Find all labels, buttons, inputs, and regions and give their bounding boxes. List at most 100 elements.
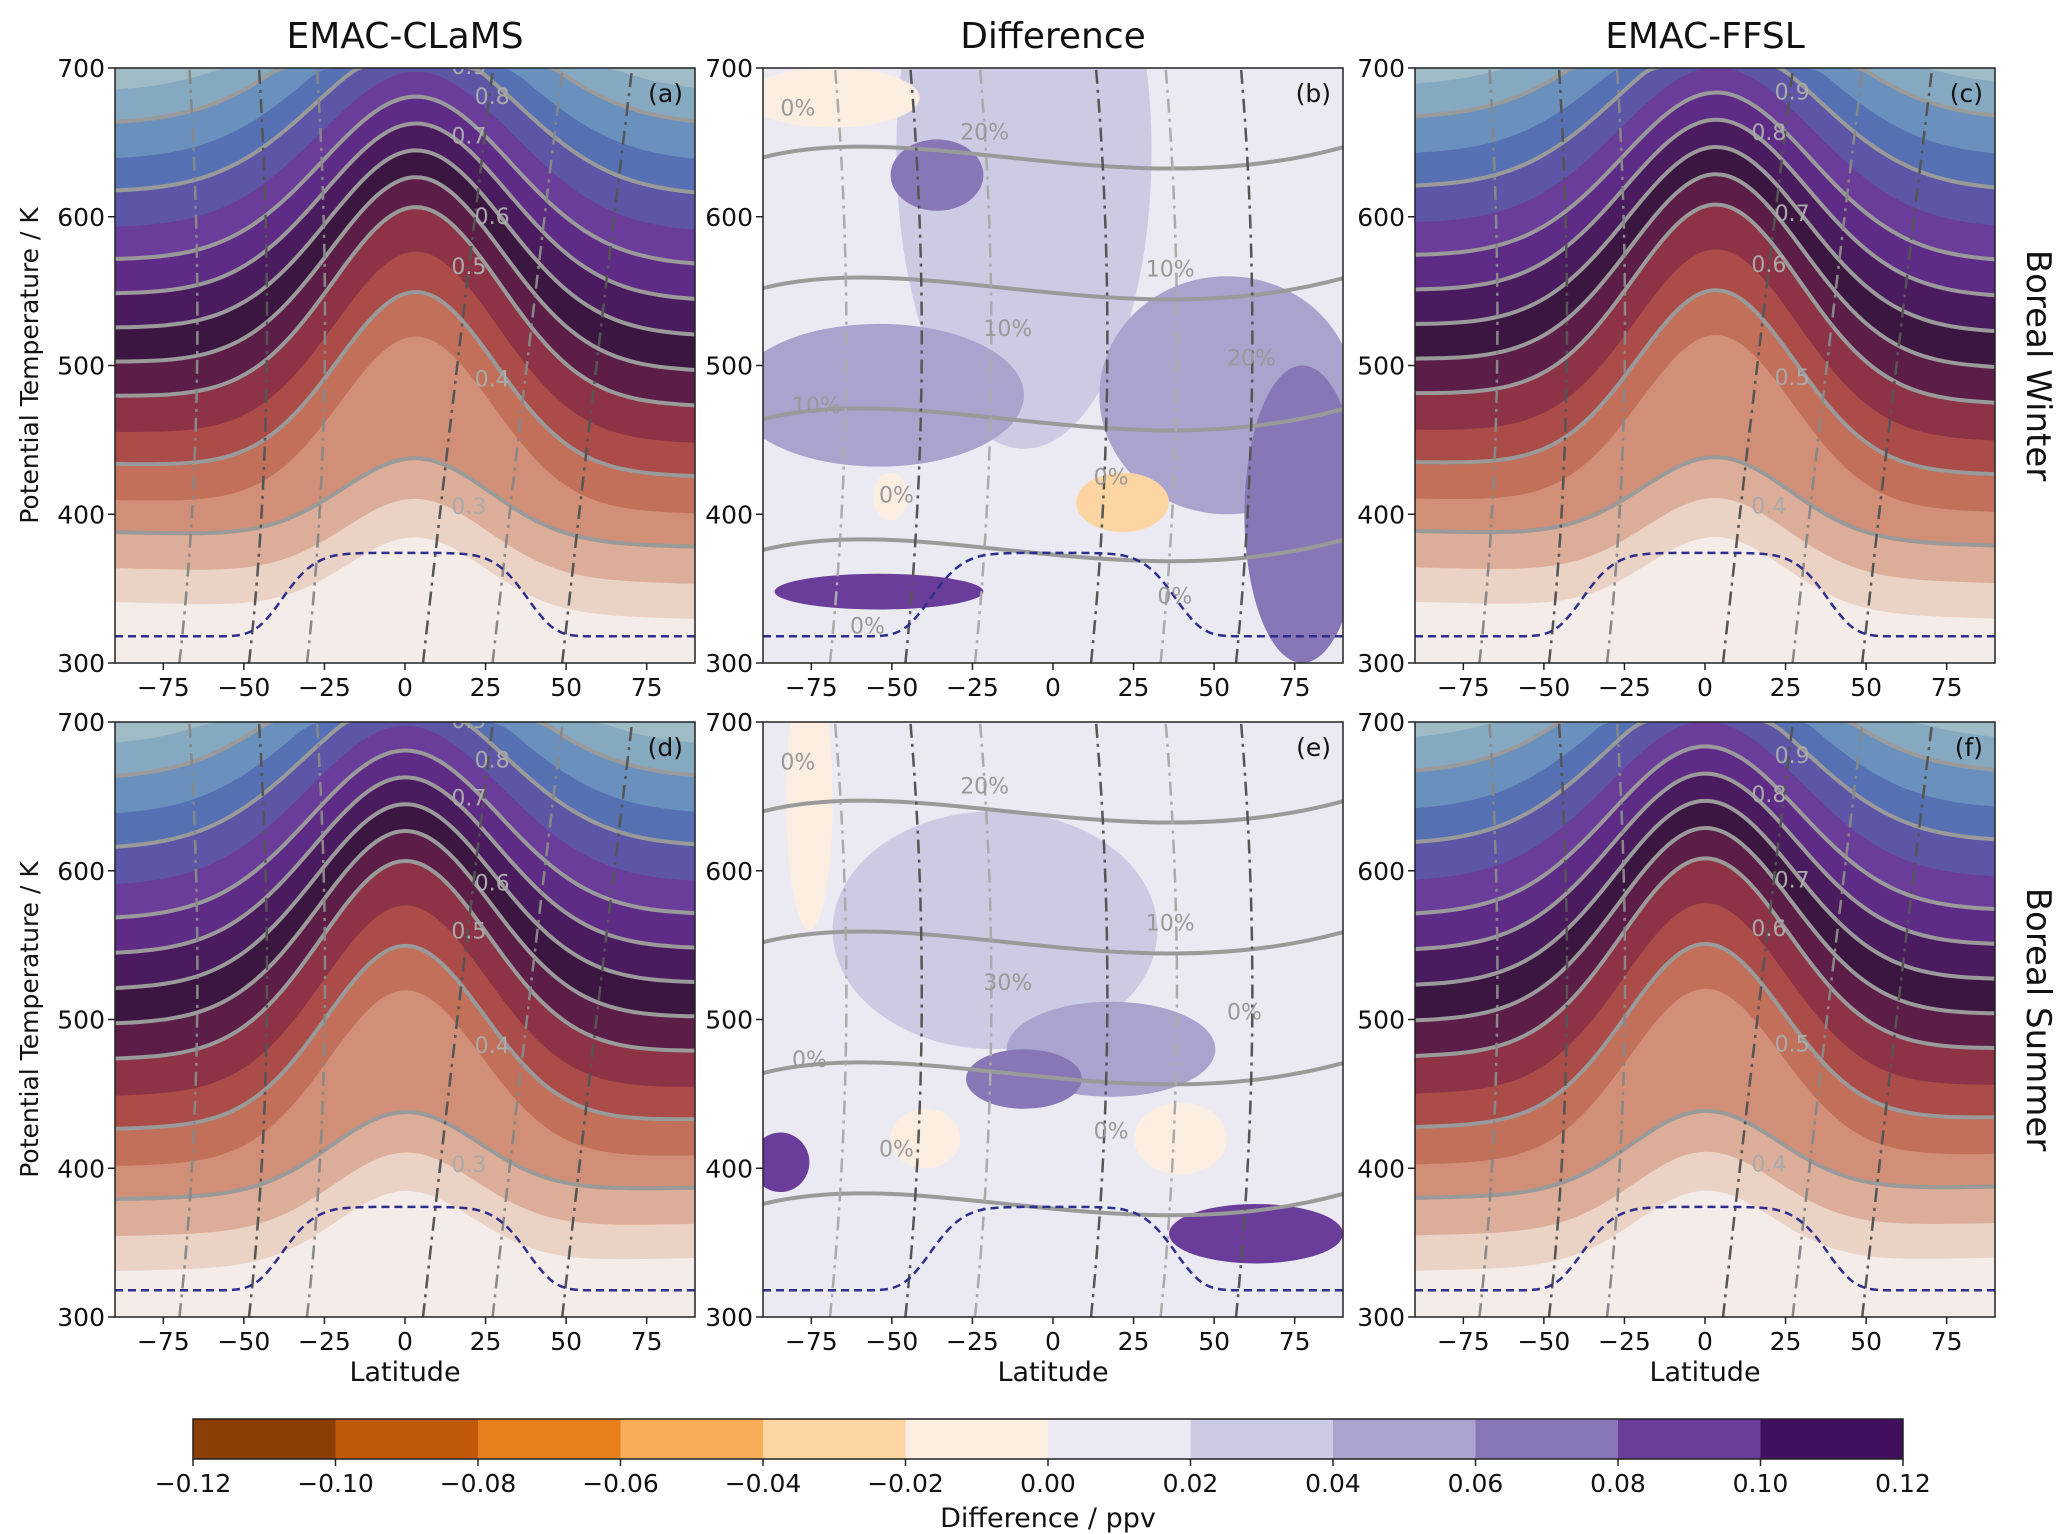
x-tick-label: −50 [1518,673,1571,702]
field-band [115,537,695,663]
column-title: EMAC-FFSL [1605,16,1805,57]
model-field: 0.4 0.5 0.6 0.7 0.8 0.9 [1415,722,1995,1317]
difference-region [890,139,984,211]
contour-label: 0.5 [451,255,486,280]
colorbar-segment [1475,1419,1619,1459]
difference-region [832,811,1158,1050]
age-contour [1605,722,1627,1317]
colorbar-tick-label: −0.10 [297,1469,374,1498]
y-tick-label: 400 [57,500,105,529]
mixing-ratio-contour [1415,455,1995,548]
difference-region [763,68,920,128]
difference-region [763,323,1024,467]
x-tick-label: 0 [397,673,413,702]
y-tick-label: 300 [705,1303,753,1332]
age-contour [178,68,199,663]
contour-label: 0% [780,97,815,122]
field-band [1415,536,1995,663]
colorbar-segment [1618,1419,1761,1459]
x-tick-label: 25 [1770,673,1802,702]
x-tick-label: −25 [1598,673,1651,702]
y-tick-label: 400 [705,1154,753,1183]
y-tick-label: 500 [57,1006,105,1035]
contour-label: 10% [983,317,1032,342]
panel-label: (a) [648,79,683,108]
contour-label: 10% [1146,911,1195,936]
age-contour [1234,68,1254,663]
contour-label: 0% [792,1048,827,1073]
age-contour [1547,68,1569,663]
y-tick-label: 400 [57,1154,105,1183]
colorbar-segment [1333,1419,1476,1459]
field-band [115,1191,695,1317]
panel-d: 0.30.40.50.60.70.80.9300400500600700−75−… [15,708,696,1388]
contour-label: 0% [780,751,815,776]
mixing-ratio-contour [115,205,695,408]
contour-label: 0.7 [1775,202,1810,227]
contour-label: 0.7 [1775,868,1810,893]
age-contour [305,68,327,663]
y-tick-label: 600 [57,203,105,232]
contour-label: 0% [1227,1001,1262,1026]
x-tick-label: 50 [550,673,582,702]
y-tick-label: 500 [1357,1006,1405,1035]
contour-label: 0.6 [475,871,510,896]
colorbar-tick-label: −0.02 [867,1469,944,1498]
mixing-ratio-contour [115,775,695,955]
age-contour [1547,722,1569,1317]
x-tick-label: 75 [1279,1327,1311,1356]
contour-label: 20% [960,774,1009,799]
x-tick-label: 75 [631,673,663,702]
colorbar-segment [193,1419,336,1459]
mixing-ratio-contour [115,290,695,479]
contour-label: 0.9 [451,709,486,734]
contour-label: 0.4 [1751,494,1786,519]
colorbar-tick-label: 0.00 [1020,1469,1076,1498]
contour-label: 0% [850,614,885,639]
y-tick-label: 700 [705,54,753,83]
x-tick-label: 0 [1045,1327,1061,1356]
y-tick-label: 400 [705,500,753,529]
contour-label: 0.5 [1775,1033,1810,1058]
x-tick-label: 25 [1118,673,1150,702]
x-tick-label: 75 [1931,1327,1963,1356]
difference-region [1169,1203,1343,1264]
contour-label: 0% [1157,585,1192,610]
y-tick-label: 300 [705,649,753,678]
mixing-ratio-contour [115,722,695,778]
contour-label: 0.9 [1775,81,1810,106]
contour-label: 0.8 [475,748,510,773]
contour-label: 0.3 [451,495,486,520]
contour-label: 0.6 [1751,917,1786,942]
mixing-ratio-contour [1415,722,1995,844]
x-tick-label: 50 [550,1327,582,1356]
colorbar-tick-label: −0.08 [440,1469,517,1498]
x-tick-label: −75 [785,1327,838,1356]
difference-region [786,722,833,931]
mixing-ratio-contour [1415,798,1995,987]
model-field: 0.3 0.4 0.5 0.6 0.7 0.8 0.9 [115,68,695,663]
mixing-ratio-contour [1415,771,1995,952]
difference-region [1244,365,1343,663]
age-contour [1478,68,1499,663]
tropopause-line [115,1205,695,1292]
y-tick-label: 700 [1357,54,1405,83]
x-tick-label: 50 [1198,673,1230,702]
contour-label: 0.3 [451,1153,486,1178]
field-band [1415,1190,1995,1317]
tropopause-line [763,1205,1343,1292]
x-tick-label: −75 [137,673,190,702]
contour-label: 30% [983,971,1032,996]
age-contour [1478,722,1499,1317]
colorbar-segment [335,1419,479,1459]
mixing-ratio-contour [115,802,695,991]
x-tick-label: −50 [218,1327,271,1356]
difference-region [1134,1102,1227,1175]
contour-label: 10% [1146,257,1195,282]
y-tick-label: 500 [705,352,753,381]
age-contour [904,722,924,1317]
age-contour [1234,722,1254,1317]
